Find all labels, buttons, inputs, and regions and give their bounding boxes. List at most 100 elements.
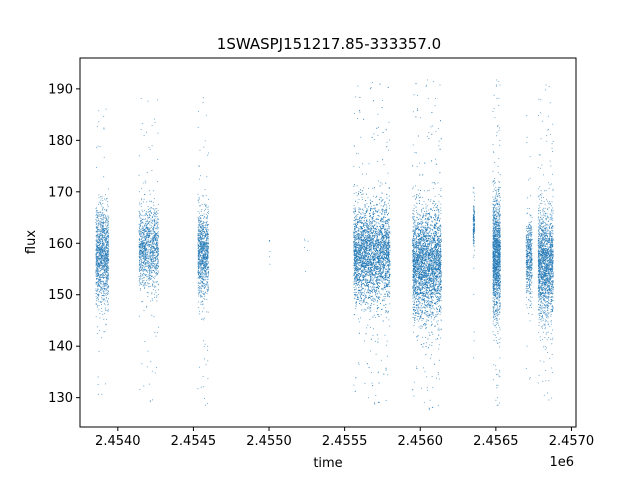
data-point bbox=[155, 234, 157, 236]
data-point bbox=[107, 225, 109, 227]
data-point bbox=[305, 270, 307, 272]
data-point bbox=[151, 254, 153, 256]
data-point bbox=[151, 253, 153, 255]
data-point bbox=[357, 271, 359, 273]
data-point bbox=[99, 275, 101, 277]
data-point bbox=[364, 296, 366, 298]
data-point bbox=[154, 237, 156, 239]
data-point bbox=[102, 264, 104, 266]
data-point bbox=[373, 208, 375, 209]
data-point bbox=[142, 248, 143, 250]
data-point bbox=[377, 161, 379, 163]
data-point bbox=[104, 253, 106, 255]
data-point bbox=[207, 248, 209, 250]
data-point bbox=[199, 290, 201, 292]
data-point bbox=[104, 331, 106, 333]
data-point bbox=[150, 274, 152, 276]
data-point bbox=[141, 238, 143, 240]
data-point bbox=[100, 267, 102, 269]
data-point bbox=[150, 239, 152, 241]
data-point bbox=[106, 246, 108, 248]
data-point bbox=[149, 241, 151, 243]
data-point bbox=[197, 262, 199, 263]
data-point bbox=[207, 273, 209, 275]
data-point bbox=[99, 238, 101, 240]
data-point bbox=[107, 250, 109, 252]
data-point bbox=[142, 251, 144, 253]
data-point bbox=[105, 280, 107, 282]
data-point bbox=[389, 232, 391, 234]
data-point bbox=[204, 243, 205, 245]
data-point bbox=[199, 257, 201, 259]
data-point bbox=[204, 279, 206, 281]
data-point bbox=[103, 248, 105, 250]
data-point bbox=[142, 300, 144, 302]
data-point bbox=[108, 298, 109, 300]
data-point bbox=[98, 219, 100, 221]
data-point bbox=[144, 236, 145, 237]
data-point bbox=[147, 265, 149, 267]
data-point bbox=[95, 290, 97, 292]
data-point bbox=[157, 159, 159, 161]
data-point bbox=[102, 252, 104, 254]
data-point bbox=[153, 293, 155, 295]
data-point bbox=[156, 236, 157, 238]
data-point bbox=[200, 241, 202, 243]
data-point bbox=[149, 271, 150, 273]
data-point bbox=[104, 259, 106, 261]
data-point bbox=[96, 240, 98, 242]
data-point bbox=[108, 227, 110, 228]
data-point bbox=[102, 227, 104, 229]
data-point bbox=[157, 259, 159, 261]
data-point bbox=[97, 278, 99, 280]
data-point bbox=[107, 243, 109, 244]
data-point bbox=[99, 280, 101, 281]
data-point bbox=[207, 284, 209, 286]
data-point bbox=[105, 261, 107, 263]
data-point bbox=[144, 239, 146, 241]
data-point bbox=[106, 265, 108, 266]
data-point bbox=[269, 256, 270, 258]
data-point bbox=[102, 244, 104, 246]
data-point bbox=[103, 176, 105, 178]
data-point bbox=[143, 225, 145, 227]
data-point bbox=[157, 257, 158, 259]
data-point bbox=[157, 237, 159, 239]
data-point bbox=[156, 250, 158, 252]
data-point bbox=[199, 282, 201, 284]
data-point bbox=[148, 209, 150, 210]
data-point bbox=[368, 220, 370, 222]
data-point bbox=[152, 250, 154, 252]
data-point bbox=[198, 165, 200, 167]
data-point bbox=[105, 199, 107, 201]
data-point bbox=[157, 225, 158, 227]
data-point bbox=[147, 217, 149, 219]
data-point bbox=[199, 218, 201, 219]
data-point bbox=[204, 261, 206, 263]
data-point bbox=[103, 318, 105, 320]
data-point bbox=[96, 262, 98, 264]
data-point bbox=[378, 292, 380, 294]
data-point bbox=[149, 211, 151, 213]
data-point bbox=[146, 225, 148, 227]
data-point bbox=[153, 246, 155, 248]
data-point bbox=[143, 267, 145, 269]
data-point bbox=[143, 263, 145, 265]
data-point bbox=[197, 270, 199, 272]
data-point bbox=[203, 283, 205, 285]
data-point bbox=[98, 222, 100, 224]
data-point bbox=[104, 239, 106, 241]
data-point bbox=[97, 234, 99, 235]
data-point bbox=[206, 234, 208, 236]
data-point bbox=[201, 245, 203, 247]
data-point bbox=[144, 238, 146, 240]
data-point bbox=[204, 231, 205, 233]
data-point bbox=[142, 249, 144, 251]
data-point bbox=[150, 255, 152, 257]
data-point bbox=[198, 221, 200, 223]
data-point bbox=[206, 226, 208, 228]
data-point bbox=[197, 227, 199, 228]
data-point bbox=[104, 264, 106, 266]
data-point bbox=[202, 222, 204, 223]
data-point bbox=[141, 260, 143, 262]
